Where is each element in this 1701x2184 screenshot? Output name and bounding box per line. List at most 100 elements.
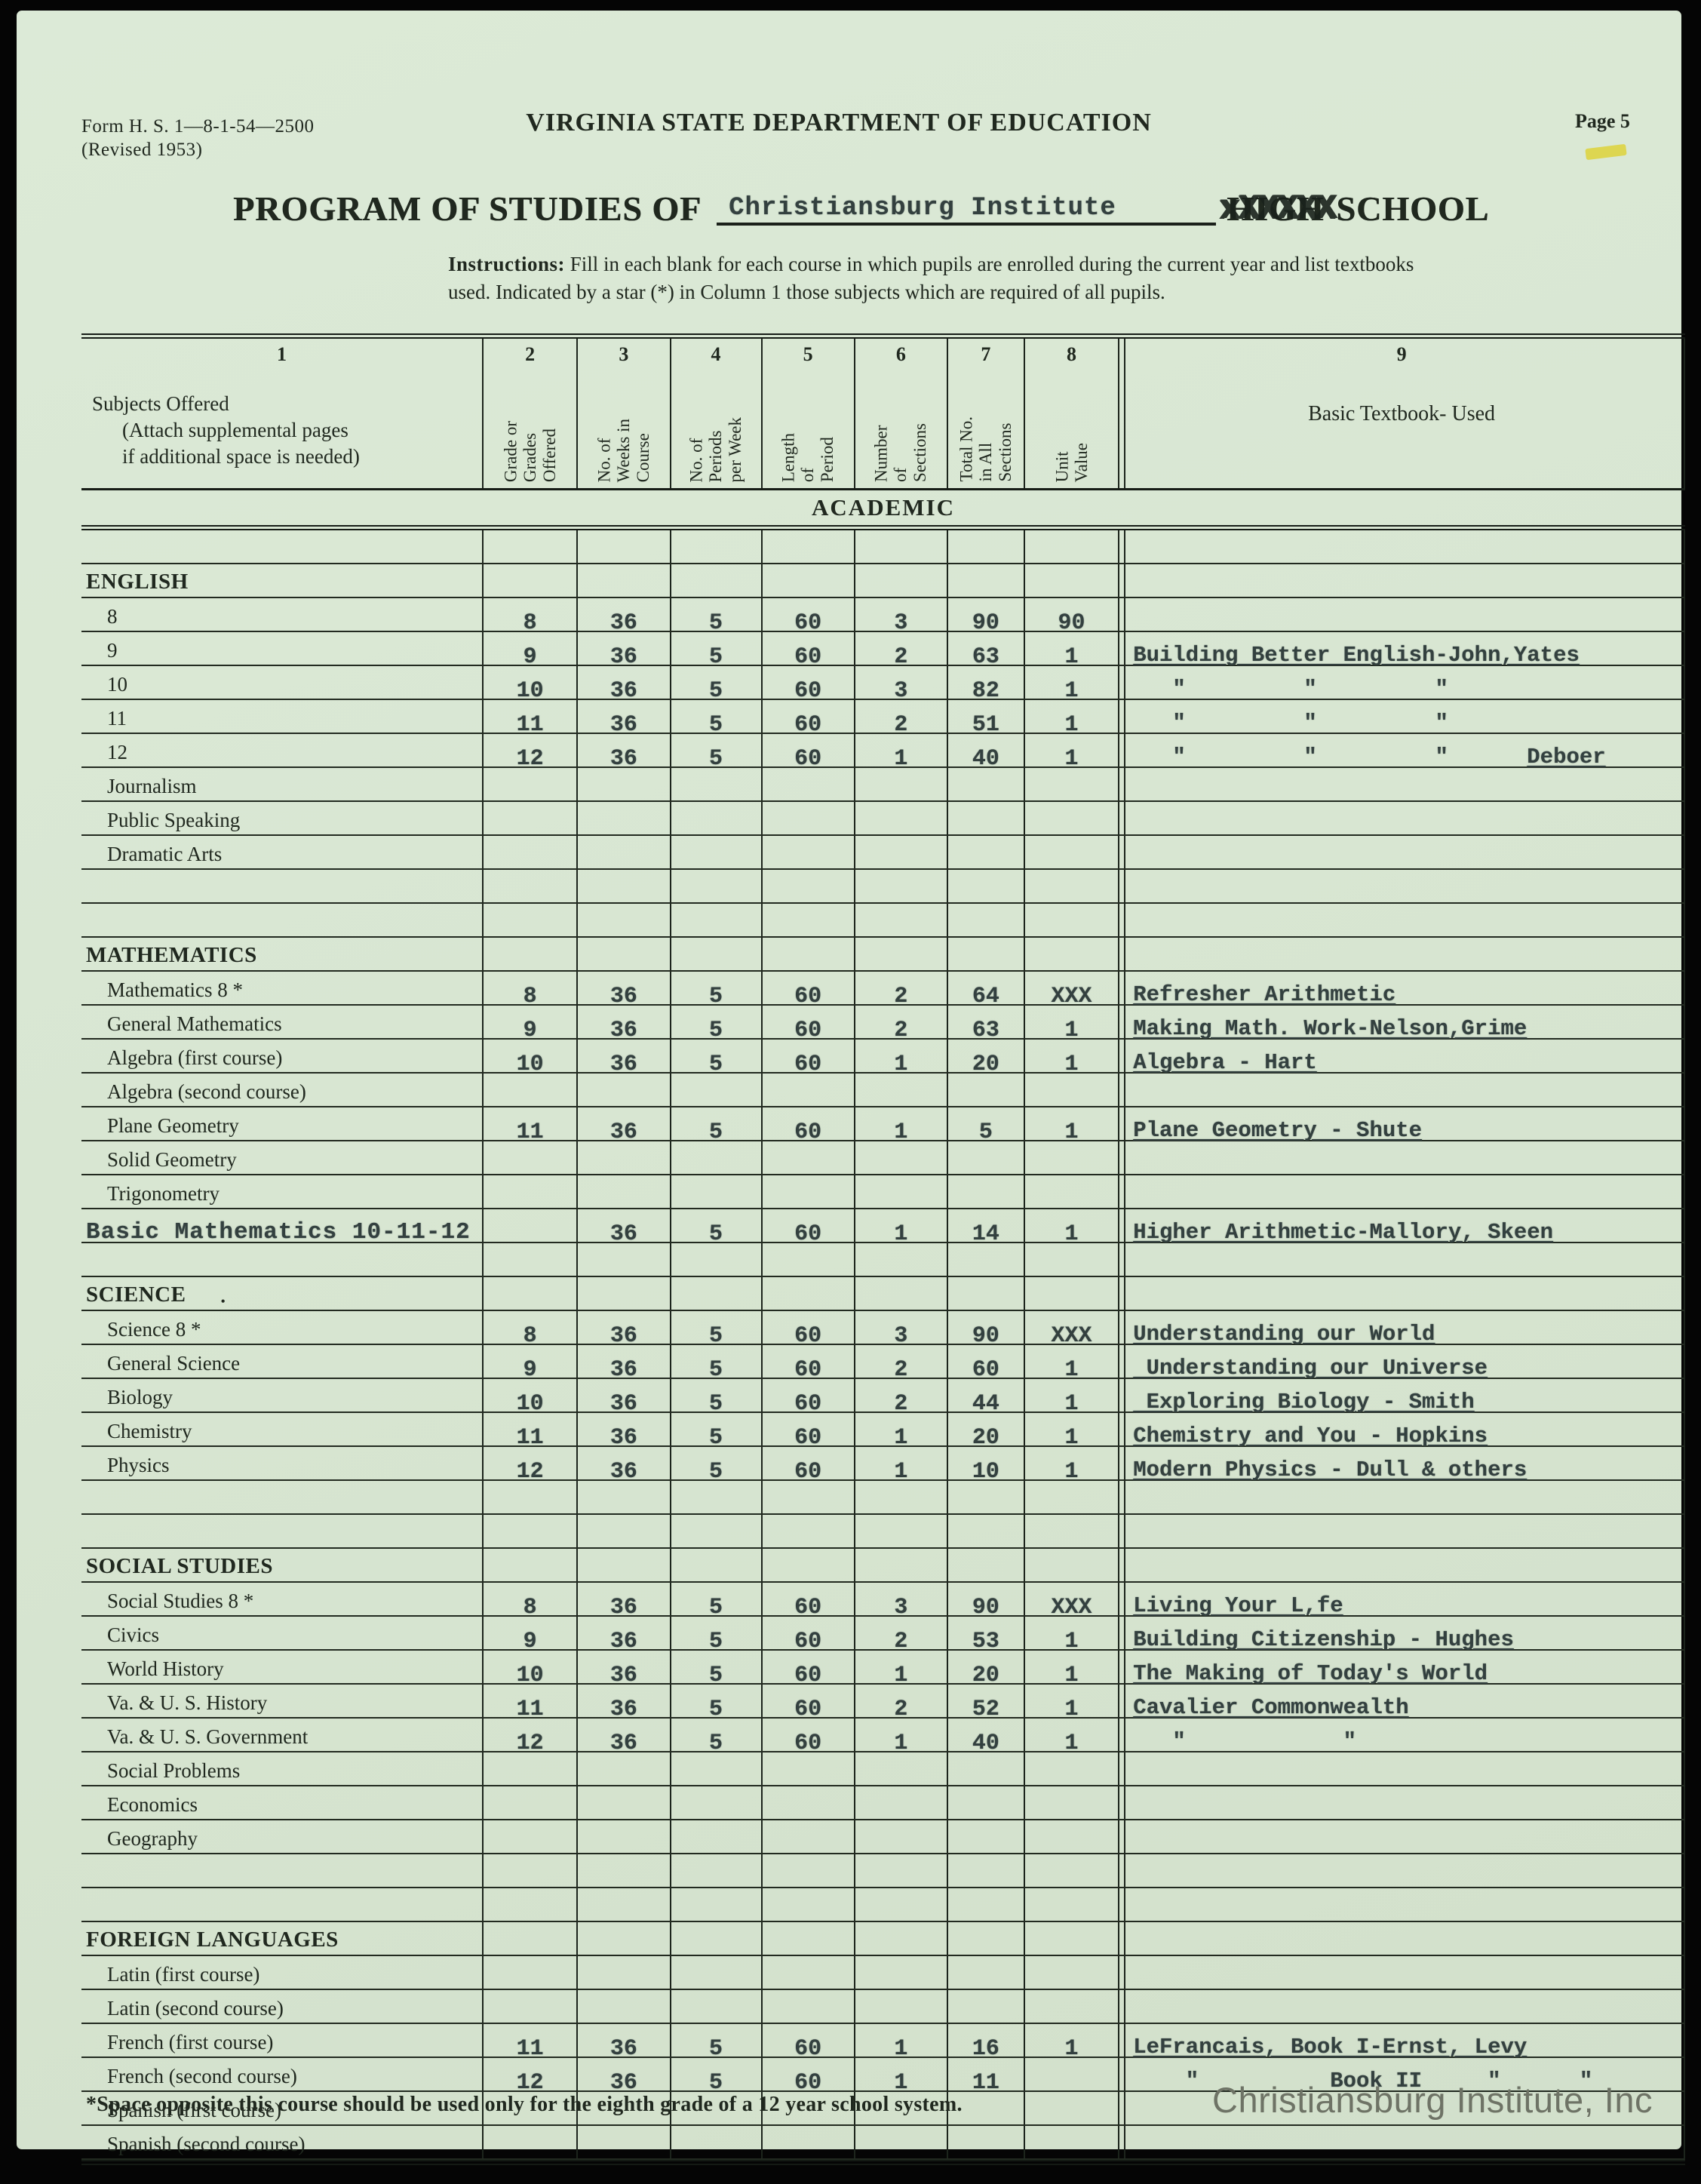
length-cell [760, 1888, 854, 1921]
unit-cell [1023, 802, 1118, 834]
textbook-cell: " Book II " " [1118, 2058, 1684, 2093]
typed-value: 60 [794, 1391, 822, 1417]
program-of-studies-table: 1 Subjects Offered (Attach supplemental pa… [81, 333, 1685, 2165]
typed-value: 20 [972, 1425, 999, 1451]
typed-value: 5 [709, 1459, 723, 1485]
grade-cell [482, 530, 576, 563]
typed-value: 5 [709, 1120, 723, 1145]
unit-cell: 1 [1023, 1345, 1118, 1383]
total-cell: 53 [946, 1617, 1024, 1653]
unit-cell [1023, 1243, 1118, 1276]
table-row: Algebra (first course) 10 36 5 60 1 20 1 Algebra… [81, 1040, 1685, 1076]
unit-cell [1023, 1752, 1118, 1785]
length-cell [760, 1515, 854, 1547]
section-header-row: SOCIAL STUDIES [81, 1549, 1685, 1583]
periods-cell: 5 [669, 972, 761, 1008]
periods-cell: 5 [669, 1040, 761, 1076]
periods-cell: 5 [669, 666, 761, 702]
blank-row [81, 1854, 1685, 1888]
sections-cell: 1 [853, 1413, 947, 1449]
subject-label: Spanish (second course) [107, 2133, 306, 2155]
length-cell [760, 1175, 854, 1208]
length-cell: 60 [760, 1379, 854, 1415]
textbook-entry-extra: Deboer [1527, 745, 1606, 769]
typed-value: 1 [1064, 1357, 1079, 1383]
typed-value: 9 [523, 1357, 537, 1383]
table-row: Spanish (second course) [81, 2126, 1685, 2160]
subject-label: Economics [107, 1793, 198, 1816]
scanned-form-page: Form H. S. 1—8-1-54—2500 (Revised 1953) … [17, 11, 1685, 2165]
subject-label: 8 [107, 605, 118, 628]
periods-cell: 5 [669, 1583, 761, 1619]
typed-value: 36 [609, 1629, 637, 1654]
unit-cell [1023, 530, 1118, 563]
typed-value: 36 [609, 678, 637, 704]
subject-cell: Va. & U. S. Government [81, 1719, 482, 1751]
typed-value: 1 [1064, 1731, 1079, 1756]
periods-cell [669, 1175, 761, 1208]
weeks-cell [576, 1956, 669, 1989]
total-cell [946, 1922, 1024, 1955]
subject-cell: Chemistry [81, 1413, 482, 1445]
typed-value: 36 [609, 984, 637, 1009]
section-title: MATHEMATICS [86, 943, 257, 967]
table-row: Physics 12 36 5 60 1 10 1 Modern Physics - Dull … [81, 1447, 1685, 1485]
length-cell [760, 1854, 854, 1887]
periods-cell: 5 [669, 1413, 761, 1449]
typed-value: 60 [794, 1629, 822, 1654]
subject-label: World History [107, 1657, 224, 1680]
grade-cell: 11 [482, 1685, 576, 1721]
textbook-entry: LeFrancais, Book I-Ernst, Levy [1133, 2035, 1528, 2060]
length-cell [760, 1074, 854, 1106]
subject-cell: Mathematics 8 * [81, 972, 482, 1004]
sections-cell: 2 [853, 700, 947, 736]
subject-label: General Science [107, 1352, 241, 1375]
table-row: Va. & U. S. History 11 36 5 60 2 52 1 Cavalier C… [81, 1685, 1685, 1721]
sections-cell [853, 2092, 947, 2124]
unit-cell [1023, 1549, 1118, 1581]
length-cell: 60 [760, 2058, 854, 2094]
typed-value: 5 [709, 2070, 723, 2096]
weeks-cell: 36 [576, 700, 669, 736]
grade-cell [482, 2092, 576, 2124]
total-cell [946, 904, 1024, 936]
unit-cell: 1 [1023, 700, 1118, 736]
weeks-cell: 36 [576, 1006, 669, 1042]
weeks-cell [576, 1922, 669, 1955]
unit-cell [1023, 2092, 1118, 2124]
grade-cell: 11 [482, 1107, 576, 1144]
subject-label: Dramatic Arts [107, 843, 223, 865]
typed-value: 90 [972, 1595, 999, 1620]
grade-cell: 9 [482, 1345, 576, 1383]
grade-cell [482, 1820, 576, 1853]
typed-value: 82 [972, 678, 999, 704]
total-cell: 11 [946, 2058, 1024, 2094]
subject-cell: SOCIAL STUDIES [81, 1549, 482, 1581]
textbook-column-label: Basic Textbook- Used [1308, 402, 1496, 425]
length-cell: 60 [760, 1617, 854, 1653]
grade-cell [482, 564, 576, 597]
strikeout-overlay: xXXXXX [1219, 189, 1337, 229]
weeks-cell: 36 [576, 1040, 669, 1076]
subject-cell: MATHEMATICS [81, 938, 482, 970]
unit-cell: 90 [1023, 598, 1118, 634]
grade-cell [482, 1786, 576, 1819]
typed-value: 1 [1064, 644, 1079, 670]
weeks-cell: 36 [576, 1583, 669, 1619]
page-number-label: Page 5 [1575, 110, 1630, 132]
typed-value: 1 [894, 1663, 908, 1688]
periods-cell: 5 [669, 1617, 761, 1653]
grade-cell: 10 [482, 1651, 576, 1687]
periods-cell: 5 [669, 700, 761, 736]
unit-cell [1023, 1074, 1118, 1106]
sections-cell: 1 [853, 1447, 947, 1483]
typed-value: 60 [794, 1731, 822, 1756]
typed-value: XXX [1051, 1323, 1092, 1349]
weeks-cell: 36 [576, 2024, 669, 2060]
table-row: Latin (second course) [81, 1990, 1685, 2024]
sections-cell: 2 [853, 1379, 947, 1415]
weeks-cell: 36 [576, 1719, 669, 1755]
subject-cell: Social Problems [81, 1752, 482, 1785]
weeks-cell [576, 2092, 669, 2124]
grade-cell: 11 [482, 1413, 576, 1449]
